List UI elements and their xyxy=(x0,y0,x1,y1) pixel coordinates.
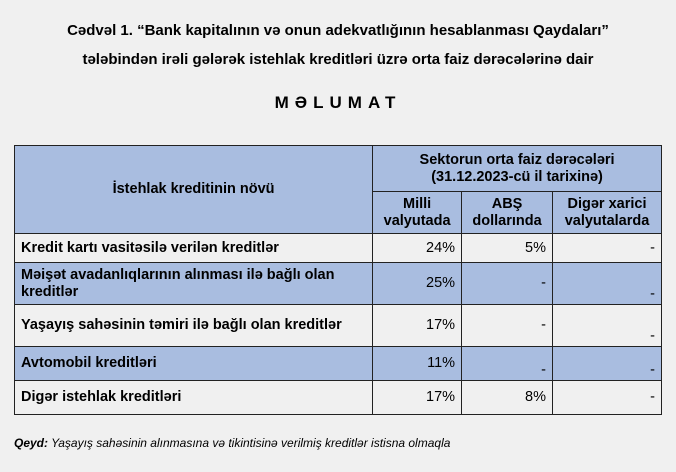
cell-other: - xyxy=(552,380,662,415)
footnote-text: Yaşayış sahəsinin alınmasına və tikintis… xyxy=(48,436,451,450)
cell-national: 25% xyxy=(372,262,463,305)
cell-national: 17% xyxy=(372,380,463,415)
cell-other: - xyxy=(552,262,662,305)
col-header-other: Digər xarici valyutalarda xyxy=(552,191,662,234)
row-name: Avtomobil kreditləri xyxy=(13,346,374,381)
footnote-label: Qeyd: xyxy=(14,436,49,450)
cell-other: - xyxy=(552,304,662,347)
cell-national: 11% xyxy=(372,346,463,381)
row-name: Yaşayış sahəsinin təmiri ilə bağlı olan … xyxy=(13,304,374,347)
table-row: Yaşayış sahəsinin təmiri ilə bağlı olan … xyxy=(13,304,662,347)
group-header: Sektorun orta faiz dərəcələri (31.12.2023… xyxy=(372,145,662,192)
cell-usd: - xyxy=(461,304,554,347)
row-name: Kredit kartı vasitəsilə verilən kreditlə… xyxy=(13,233,374,263)
title-line-2: tələbindən irəli gələrək istehlak kredit… xyxy=(82,51,594,68)
cell-usd: 5% xyxy=(461,233,554,263)
cell-usd: - xyxy=(461,346,554,381)
cell-other: - xyxy=(552,233,662,263)
col-header-type: İstehlak kreditinin növü xyxy=(13,145,374,234)
cell-national: 24% xyxy=(372,233,463,263)
title-line-1: Cədvəl 1. “Bank kapitalının və onun adek… xyxy=(67,22,609,39)
table-row: Digər istehlak kreditləri 17% 8% - xyxy=(13,380,662,415)
col-header-national: Milli valyutada xyxy=(372,191,463,234)
heading: MƏLUMAT xyxy=(274,93,402,112)
col-header-usd: ABŞ dollarında xyxy=(461,191,554,234)
row-name: Digər istehlak kreditləri xyxy=(13,380,374,415)
cell-usd: 8% xyxy=(461,380,554,415)
table-row: Kredit kartı vasitəsilə verilən kreditlə… xyxy=(13,233,662,263)
rates-table: İstehlak kreditinin növü Sektorun orta f… xyxy=(13,145,662,415)
cell-other: - xyxy=(552,346,662,381)
footnote: Qeyd: Yaşayış sahəsinin alınmasına və ti… xyxy=(14,436,450,450)
cell-national: 17% xyxy=(372,304,463,347)
row-name: Məişət avadanlıqlarının alınması ilə bağ… xyxy=(13,262,374,305)
table-row: Avtomobil kreditləri 11% - - xyxy=(13,346,662,381)
cell-usd: - xyxy=(461,262,554,305)
table-row: Məişət avadanlıqlarının alınması ilə bağ… xyxy=(13,262,662,305)
